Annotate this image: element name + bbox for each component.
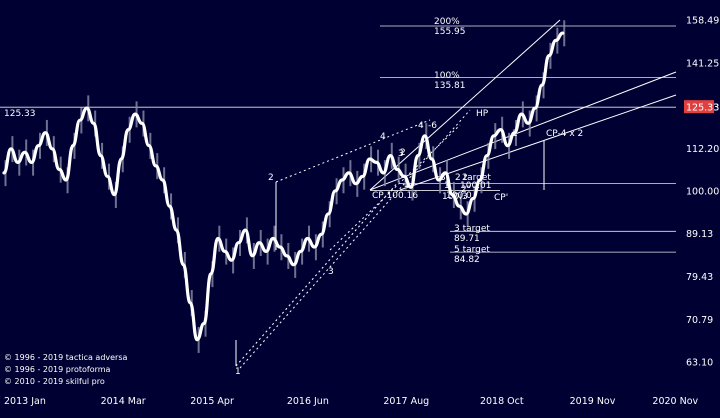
wave-label-9: 3 <box>440 173 446 183</box>
wave-label-10: 1 <box>404 180 410 190</box>
wave-label-18: CP-4 x 2 <box>546 129 583 139</box>
wave-label-19: 1 <box>512 129 518 139</box>
trend-dotted-4 <box>329 124 461 251</box>
wave-label-16: 100.3 <box>442 192 468 202</box>
wave-label-8: 2 <box>400 148 406 158</box>
y-tick-label-1: 141.25 <box>686 58 719 69</box>
x-tick-label-1: 2014 Mar <box>101 396 146 407</box>
y-tick-label-7: 70.79 <box>686 315 713 326</box>
wave-label-6: 3 <box>398 149 404 159</box>
wave-label-12: 2" <box>461 185 471 195</box>
trend-line-upper <box>369 19 561 191</box>
wave-label-2: 3 <box>328 267 334 277</box>
wave-label-13: 2 target <box>455 173 491 183</box>
x-tick-label-3: 2016 Jun <box>287 396 329 407</box>
level-label-0-0: 125.33 <box>4 109 36 119</box>
level-label-6-0: CP 100.16 <box>372 191 418 201</box>
wave-label-17: CP' <box>494 193 508 203</box>
x-tick-label-0: 2013 Jan <box>4 396 46 407</box>
level-label-3-1: 89.71 <box>454 234 480 244</box>
x-tick-label-6: 2019 Nov <box>570 396 616 407</box>
wave-label-7: HP <box>476 109 489 119</box>
wave-label-15: 1 <box>444 181 450 191</box>
x-tick-label-2: 2015 Apr <box>190 396 234 407</box>
level-label-4-1: 84.82 <box>454 255 480 265</box>
wave-label-3: 4 <box>380 132 386 142</box>
copyright-line-1: © 1996 - 2019 tactica adversa <box>4 353 128 362</box>
x-tick-label-5: 2018 Oct <box>480 396 524 407</box>
y-tick-label-6: 79.43 <box>686 272 713 283</box>
wave-label-11: 2 <box>462 173 468 183</box>
level-label-4-0: 5 target <box>454 245 490 255</box>
price-series-line <box>2 31 565 342</box>
level-label-5-0: 100.0 <box>446 191 472 201</box>
last-price-tag-box <box>684 100 714 114</box>
wave-label-4: 4 <box>418 121 424 131</box>
wave-label-0: 1 <box>235 367 241 377</box>
trend-dotted-3 <box>275 119 431 183</box>
wave-label-5: -6 <box>428 121 437 131</box>
level-label-3-0: 3 target <box>454 224 490 234</box>
wave-label-1: 2 <box>268 173 274 183</box>
y-tick-label-5: 89.13 <box>686 229 713 240</box>
x-tick-label-4: 2017 Aug <box>383 396 429 407</box>
wave-label-14: 100.01 <box>460 181 492 191</box>
y-tick-label-4: 100.00 <box>686 187 719 198</box>
level-label-1-1: 135.81 <box>434 81 466 91</box>
level-label-2-1: 155.95 <box>434 27 466 37</box>
y-tick-label-8: 63.10 <box>686 358 713 369</box>
trend-dotted-1 <box>235 179 401 367</box>
copyright-line-2: © 1996 - 2019 protoforma <box>4 365 111 374</box>
x-tick-label-7: 2020 Nov <box>652 396 698 407</box>
y-tick-label-3: 112.20 <box>686 144 719 155</box>
level-label-1-0: 100% <box>434 71 460 81</box>
y-tick-label-0: 158.49 <box>686 16 719 27</box>
level-label-2-0: 200% <box>434 17 460 27</box>
last-price-tag: 125.33 <box>686 103 719 114</box>
trend-line-middle <box>369 71 677 191</box>
copyright-line-3: © 2010 - 2019 skilful pro <box>4 377 105 386</box>
